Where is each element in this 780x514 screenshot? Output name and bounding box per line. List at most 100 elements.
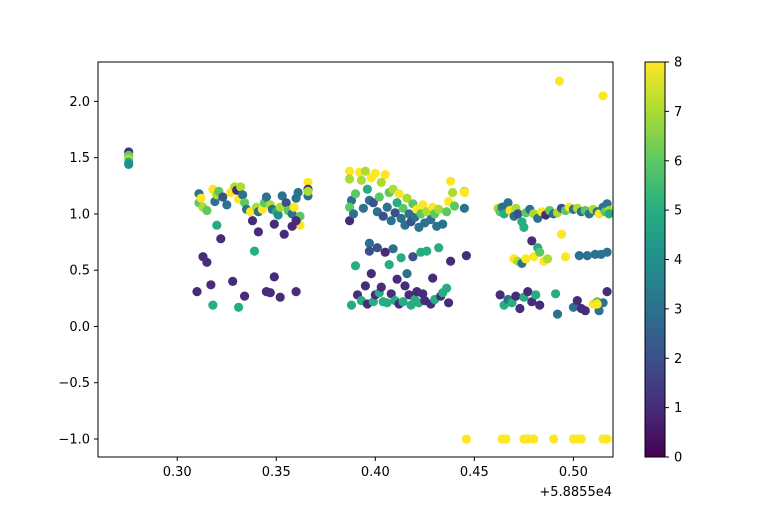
scatter-point <box>192 287 202 297</box>
scatter-point <box>362 184 372 194</box>
colorbar-tick-label: 4 <box>674 253 682 268</box>
scatter-point <box>380 247 390 257</box>
y-tick-label: 1.0 <box>69 207 90 222</box>
scatter-point <box>396 253 406 263</box>
scatter-point <box>378 211 388 221</box>
scatter-point <box>368 198 378 208</box>
scatter-point <box>348 209 359 219</box>
scatter-point <box>446 176 456 186</box>
scatter-point <box>277 191 287 201</box>
scatter-point <box>444 298 454 308</box>
scatter-point <box>253 227 263 237</box>
scatter-point <box>275 292 285 302</box>
scatter-point <box>434 243 444 253</box>
scatter-point <box>521 254 531 264</box>
x-tick-label: 0.30 <box>163 465 192 480</box>
colorbar-ticks: 0 1 2 3 4 5 6 7 8 <box>665 56 682 466</box>
scatter-point <box>592 299 602 309</box>
x-axis: 0.30 0.35 0.40 0.45 0.50 <box>163 457 588 480</box>
scatter-point <box>560 252 571 262</box>
scatter-point <box>434 204 444 214</box>
scatter-point <box>345 202 355 212</box>
x-tick-label: 0.50 <box>559 465 588 480</box>
scatter-point <box>576 434 586 444</box>
scatter-point <box>400 281 410 291</box>
scatter-point <box>269 219 279 229</box>
scatter-point <box>370 168 380 178</box>
colorbar-tick-label: 7 <box>674 105 682 120</box>
y-tick-label: 2.0 <box>69 95 90 110</box>
scatter-point <box>461 434 471 444</box>
scatter-point <box>551 289 561 299</box>
scatter-point <box>543 254 553 264</box>
scatter-point <box>394 189 404 199</box>
scatter-point <box>574 251 584 261</box>
scatter-point <box>247 216 258 226</box>
scatter-point <box>356 175 366 185</box>
scatter-point <box>535 300 545 310</box>
scatter-point <box>408 252 418 262</box>
scatter-point <box>442 207 452 217</box>
plot-area <box>124 76 614 444</box>
y-axis: −1.0 −0.5 0.0 0.5 1.0 1.5 2.0 <box>58 95 98 447</box>
y-tick-label: 1.5 <box>69 151 90 166</box>
scatter-point <box>293 187 303 198</box>
scatter-point <box>392 198 402 208</box>
scatter-point <box>360 166 370 176</box>
scatter-point <box>602 434 612 444</box>
scatter-point <box>303 186 313 196</box>
scatter-point <box>366 269 376 279</box>
scatter-point <box>386 289 396 299</box>
scatter-point <box>360 281 370 291</box>
scatter-point <box>438 219 448 229</box>
colorbar-tick-label: 8 <box>674 56 682 71</box>
scatter-point <box>350 189 361 199</box>
scatter-point <box>289 202 299 212</box>
scatter-point <box>228 276 238 286</box>
scatter-point <box>350 261 361 271</box>
scatter-point <box>281 198 291 208</box>
scatter-point <box>216 234 226 244</box>
y-tick-label: −0.5 <box>58 376 90 391</box>
scatter-point <box>442 283 452 293</box>
scatter-point <box>386 216 396 226</box>
scatter-point <box>382 298 392 308</box>
scatter-point <box>449 201 460 211</box>
scatter-point <box>346 300 357 310</box>
scatter-point <box>380 169 390 180</box>
scatter-point <box>279 229 289 239</box>
scatter-point <box>554 76 565 86</box>
scatter-point <box>202 205 212 216</box>
scatter-point <box>503 198 513 208</box>
scatter-point <box>202 257 212 267</box>
x-tick-label: 0.35 <box>262 465 291 480</box>
scatter-point <box>582 251 592 261</box>
scatter-point <box>495 290 505 300</box>
scatter-point <box>515 303 525 314</box>
scatter-point <box>345 166 355 176</box>
scatter-point <box>390 208 400 218</box>
scatter-point <box>529 434 539 444</box>
scatter-point <box>523 287 533 297</box>
colorbar-gradient <box>644 61 666 458</box>
scatter-point <box>358 203 368 213</box>
scatter-point <box>269 272 279 282</box>
scatter-point <box>345 216 355 226</box>
scatter-point <box>212 220 222 230</box>
scatter-point <box>376 177 386 187</box>
y-tick-label: 0.0 <box>69 320 90 335</box>
scatter-point <box>388 244 398 254</box>
scatter-point <box>364 246 374 256</box>
scatter-point <box>459 187 469 198</box>
scatter-point <box>384 260 394 270</box>
colorbar-tick-label: 5 <box>674 204 682 219</box>
axes-frame <box>97 61 614 458</box>
scatter-point <box>513 209 523 219</box>
scatter-point <box>124 159 134 169</box>
scatter-point <box>208 300 218 310</box>
scatter-point <box>602 287 612 297</box>
scatter-point <box>459 203 469 213</box>
scatter-point <box>552 309 563 319</box>
colorbar-tick-label: 2 <box>674 352 682 367</box>
scatter-point <box>448 187 458 198</box>
